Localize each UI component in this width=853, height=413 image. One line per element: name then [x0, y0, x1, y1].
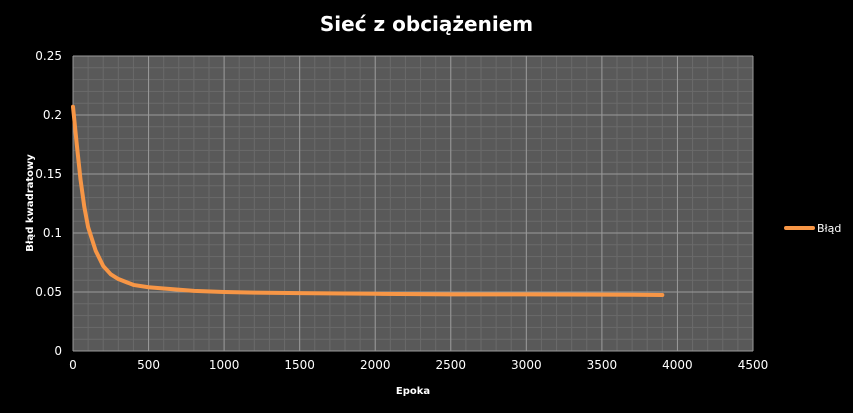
x-tick-label: 1000	[209, 358, 240, 372]
x-tick-label: 0	[69, 358, 77, 372]
x-tick-label: 2500	[436, 358, 467, 372]
x-tick-label: 1500	[284, 358, 315, 372]
x-tick-label: 4500	[738, 358, 769, 372]
x-axis-ticks: 0 500 1000 1500 2000 2500 3000 3500 4000 4500	[69, 358, 768, 372]
x-tick-label: 4000	[662, 358, 693, 372]
plot-area	[73, 56, 753, 351]
y-tick-label: 0.15	[35, 167, 62, 181]
major-grid	[72, 55, 754, 352]
y-tick-label: 0.1	[43, 226, 62, 240]
legend-item-label: Błąd	[817, 222, 841, 235]
x-tick-label: 3500	[587, 358, 618, 372]
y-tick-label: 0.2	[43, 108, 62, 122]
series-line	[71, 104, 665, 297]
series-layer	[71, 104, 665, 297]
chart-title: Sieć z obciążeniem	[319, 12, 534, 36]
y-tick-label: 0	[54, 344, 62, 358]
y-axis-ticks: 0 0.05 0.1 0.15 0.2 0.25	[35, 49, 62, 358]
y-tick-label: 0.05	[35, 285, 62, 299]
x-axis-label: Epoka	[396, 386, 430, 397]
legend: Błąd	[784, 222, 841, 235]
y-axis-label: Błąd kwadratowy	[25, 154, 36, 252]
y-tick-label: 0.25	[35, 49, 62, 63]
x-tick-label: 3000	[511, 358, 542, 372]
x-tick-label: 2000	[360, 358, 391, 372]
x-tick-label: 500	[137, 358, 160, 372]
